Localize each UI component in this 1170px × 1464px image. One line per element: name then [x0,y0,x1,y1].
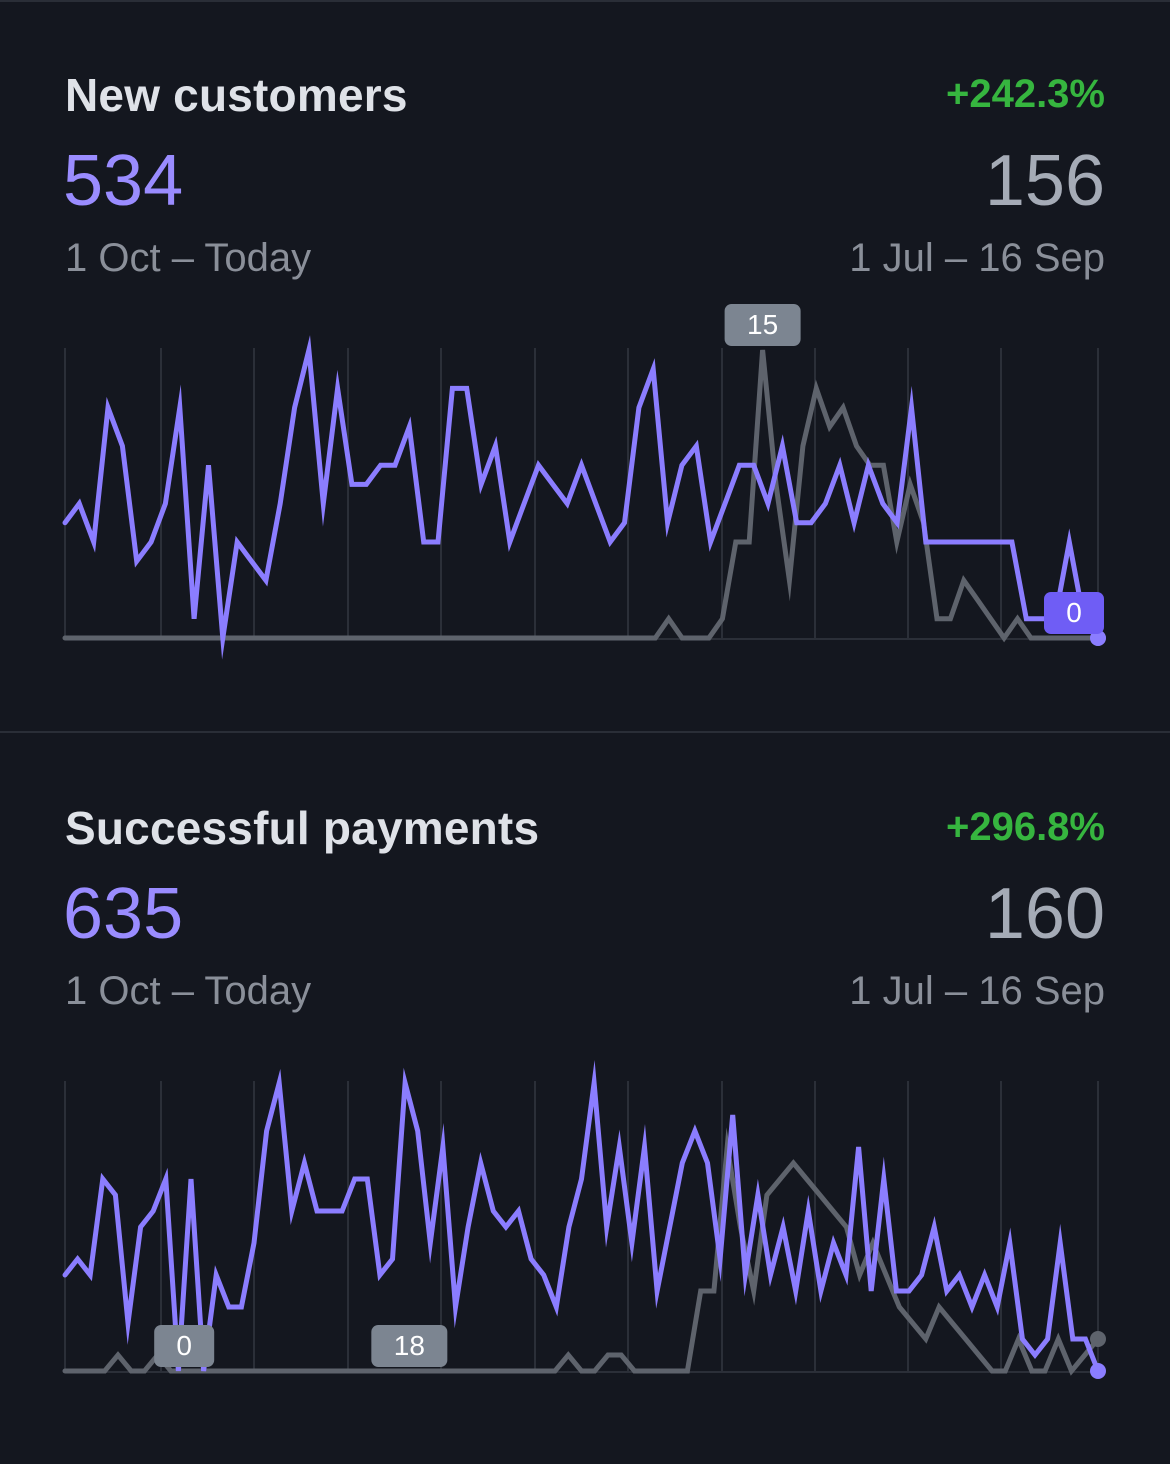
current-value: 534 [63,141,184,221]
current-value: 635 [63,874,184,954]
previous-series-end-point [1090,1331,1106,1347]
previous-value: 156 [984,141,1105,221]
change-percent: +296.8% [945,805,1105,849]
successful-payments-chart[interactable]: 0 18 [0,733,1170,1464]
previous-range: 1 Jul – 16 Sep [849,969,1105,1013]
top-rule [0,0,1170,2]
current-series-line [62,335,1101,660]
value-badge-label: 0 [1066,597,1082,628]
new-customers-card[interactable]: New customers +242.3% 534 156 1 Oct – To… [0,0,1170,731]
current-range: 1 Oct – Today [65,236,312,280]
previous-range: 1 Jul – 16 Sep [849,236,1105,280]
previous-value: 160 [984,874,1105,954]
card-title: Successful payments [65,802,540,854]
value-badge: 0 [1044,592,1104,634]
value-badge-label: 15 [747,309,778,340]
previous-series-line [62,1127,1101,1376]
change-percent: +242.3% [945,72,1105,116]
value-badge-label: 0 [176,1330,192,1361]
value-badge-label: 18 [394,1330,425,1361]
value-badge-background [371,1325,448,1367]
card-divider [0,731,1170,733]
current-series-line [62,1060,1101,1374]
value-badge-background [1044,592,1104,634]
new-customers-chart[interactable]: 15 0 [0,0,1170,731]
current-range: 1 Oct – Today [65,969,312,1013]
value-badge: 15 [724,304,801,346]
value-badge-background [154,1325,215,1367]
card-title: New customers [65,69,408,121]
current-series-end-point [1090,1363,1106,1379]
successful-payments-card[interactable]: Successful payments +296.8% 635 160 1 Oc… [0,733,1170,1464]
value-badge: 18 [371,1325,448,1367]
chart-grid [64,1081,1099,1373]
value-badge-background [724,304,801,346]
value-badge: 0 [154,1325,215,1367]
